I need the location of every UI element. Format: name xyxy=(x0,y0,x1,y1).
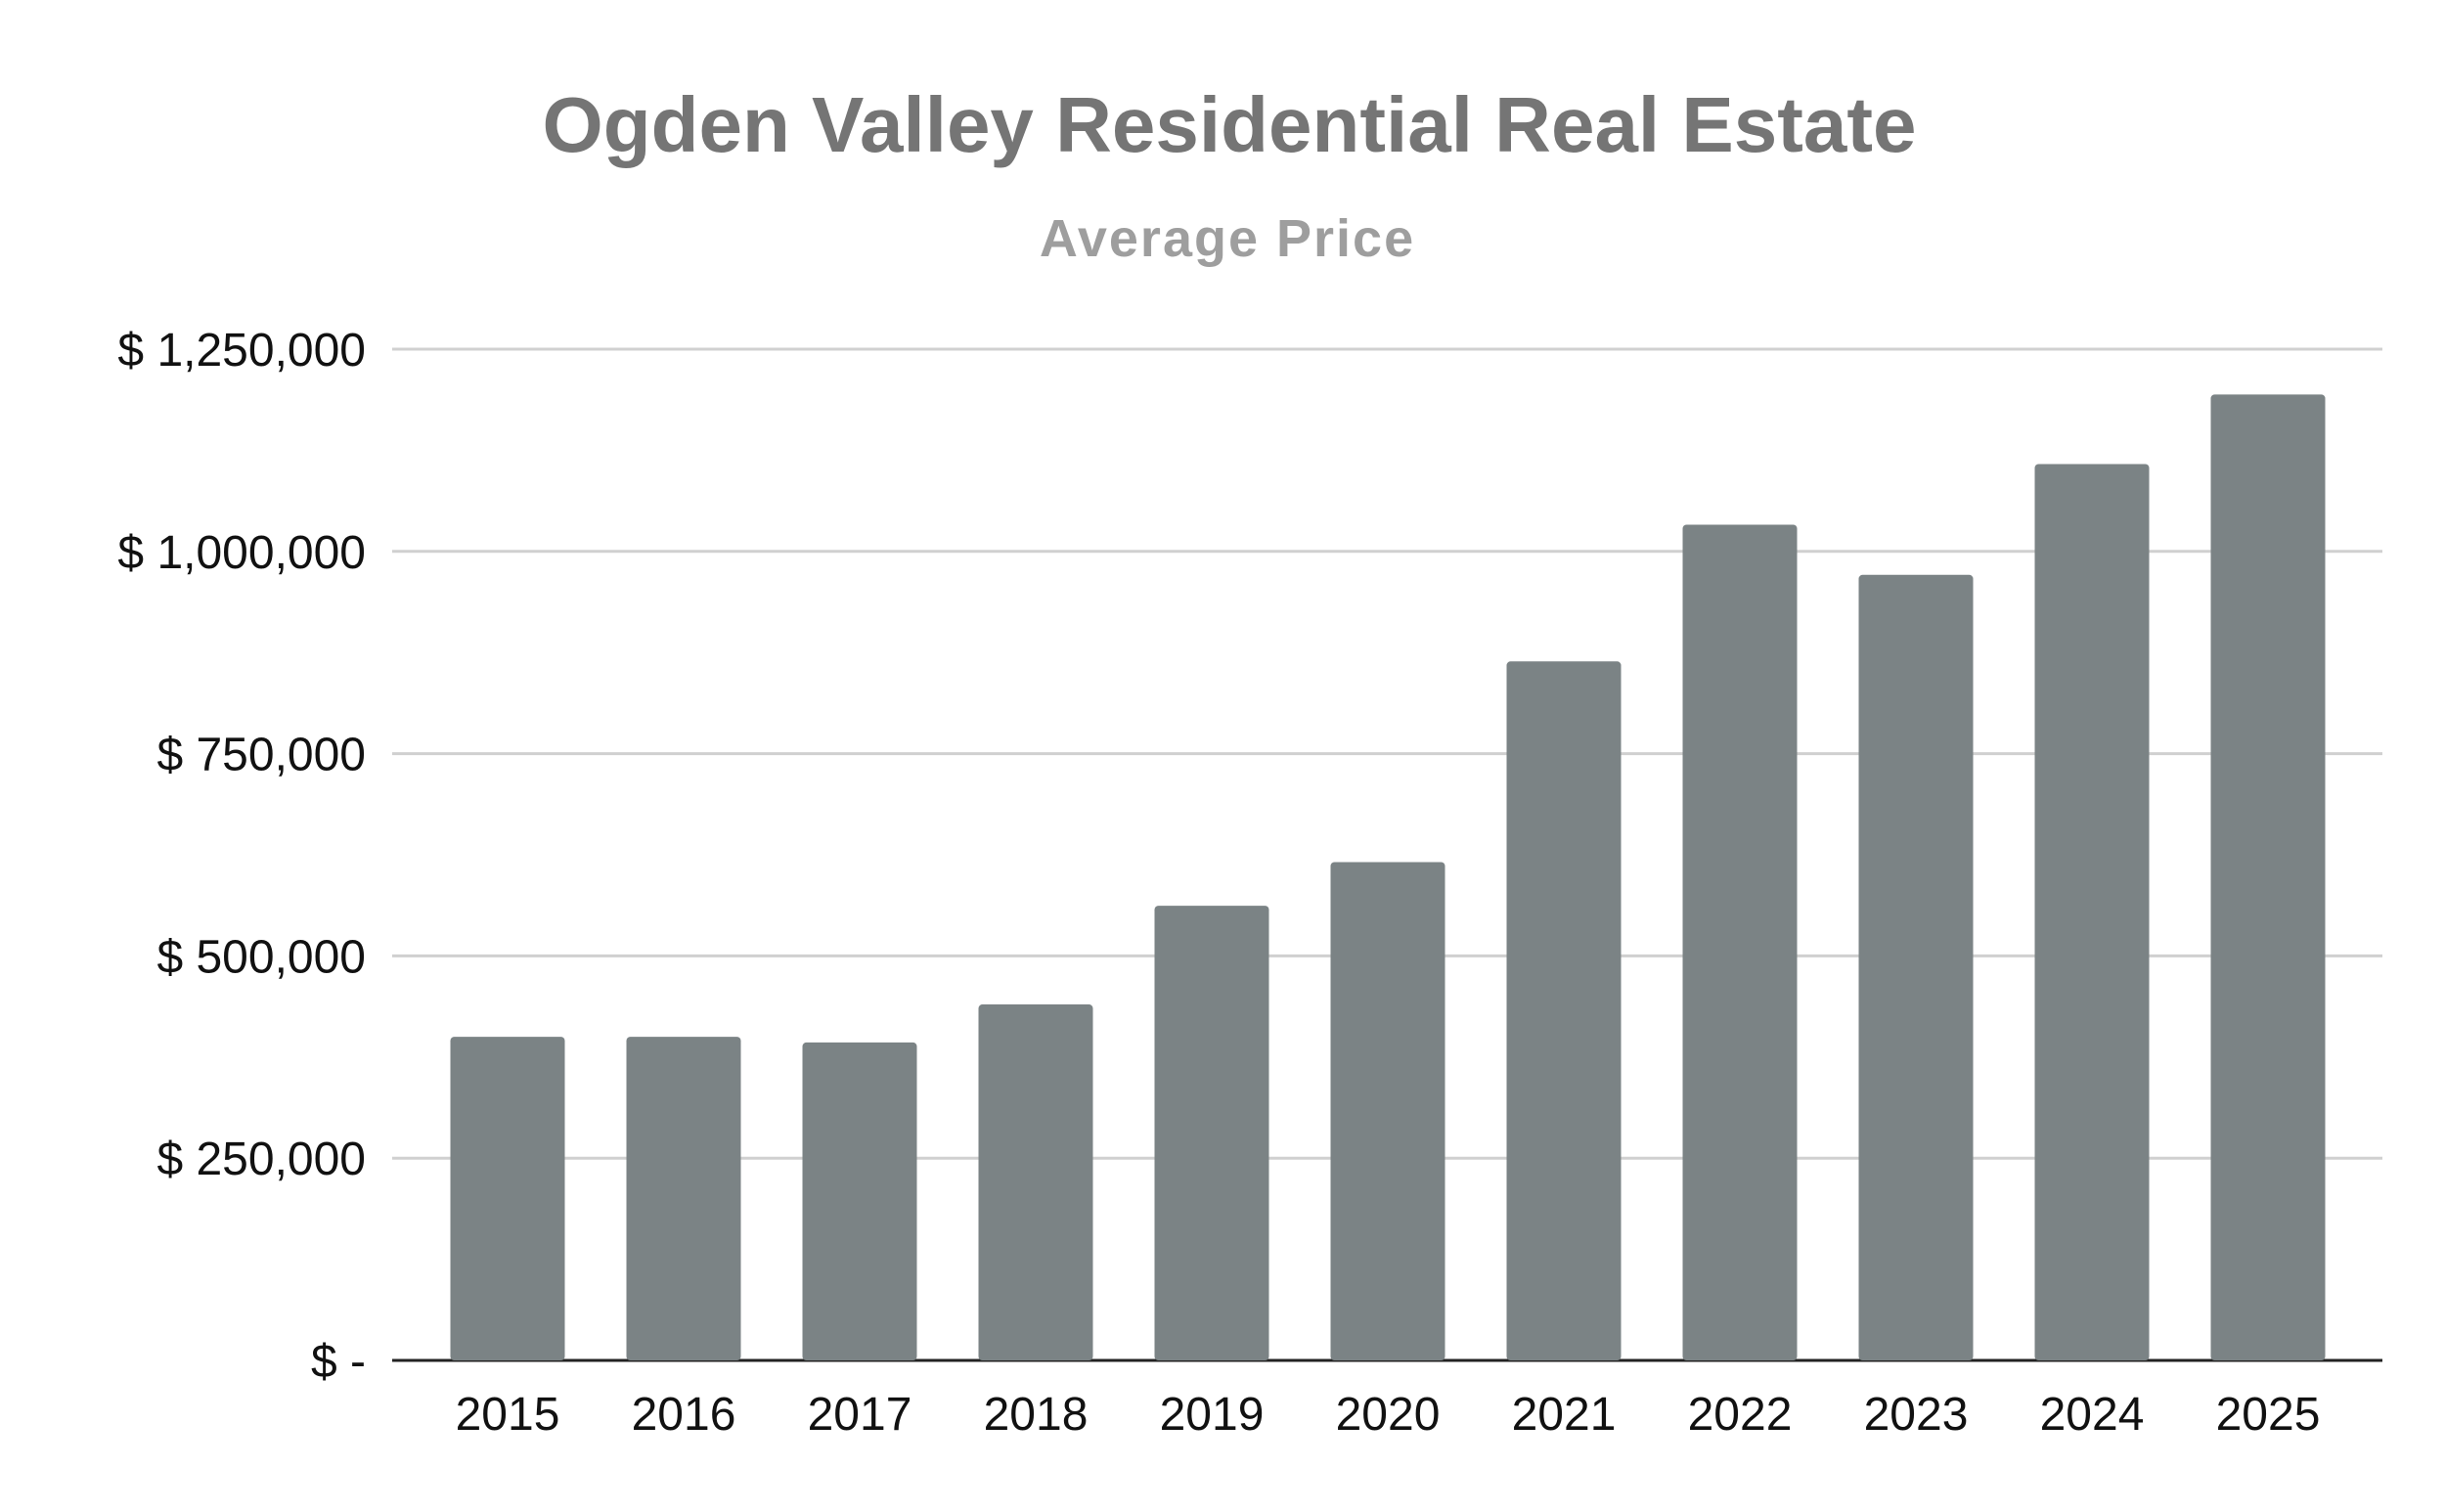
y-tick-label: $ 1,000,000 xyxy=(117,527,366,579)
x-tick-label: 2019 xyxy=(1160,1389,1265,1441)
bar-2020 xyxy=(1330,862,1445,1360)
chart-title: Ogden Valley Residential Real Estate xyxy=(543,81,1917,168)
y-tick-label: $ 250,000 xyxy=(156,1134,366,1185)
bar-2018 xyxy=(978,1004,1093,1360)
bar-2019 xyxy=(1154,906,1269,1360)
bar-2024 xyxy=(2034,464,2150,1360)
x-tick-label: 2016 xyxy=(632,1389,736,1441)
bar-2021 xyxy=(1506,661,1622,1360)
bar-2025 xyxy=(2210,394,2326,1360)
y-tick-label: $ 1,250,000 xyxy=(117,325,366,377)
x-tick-label: 2023 xyxy=(1864,1389,1969,1441)
bar-2022 xyxy=(1682,524,1798,1360)
bar-2016 xyxy=(626,1037,741,1360)
x-tick-label: 2018 xyxy=(984,1389,1089,1441)
x-tick-label: 2022 xyxy=(1688,1389,1793,1441)
x-tick-label: 2021 xyxy=(1512,1389,1617,1441)
y-tick-label: $ 500,000 xyxy=(156,931,366,983)
bar-2023 xyxy=(1858,574,1974,1360)
x-tick-label: 2024 xyxy=(2040,1389,2145,1441)
y-tick-label: $ 750,000 xyxy=(156,730,366,781)
x-tick-label: 2017 xyxy=(808,1389,912,1441)
x-tick-label: 2025 xyxy=(2216,1389,2321,1441)
x-tick-label: 2020 xyxy=(1336,1389,1441,1441)
bar-2017 xyxy=(802,1042,917,1360)
chart-subtitle: Average Price xyxy=(1040,209,1415,268)
y-tick-label: $ - xyxy=(311,1336,366,1388)
x-tick-label: 2015 xyxy=(456,1389,560,1441)
bar-2015 xyxy=(450,1037,565,1360)
